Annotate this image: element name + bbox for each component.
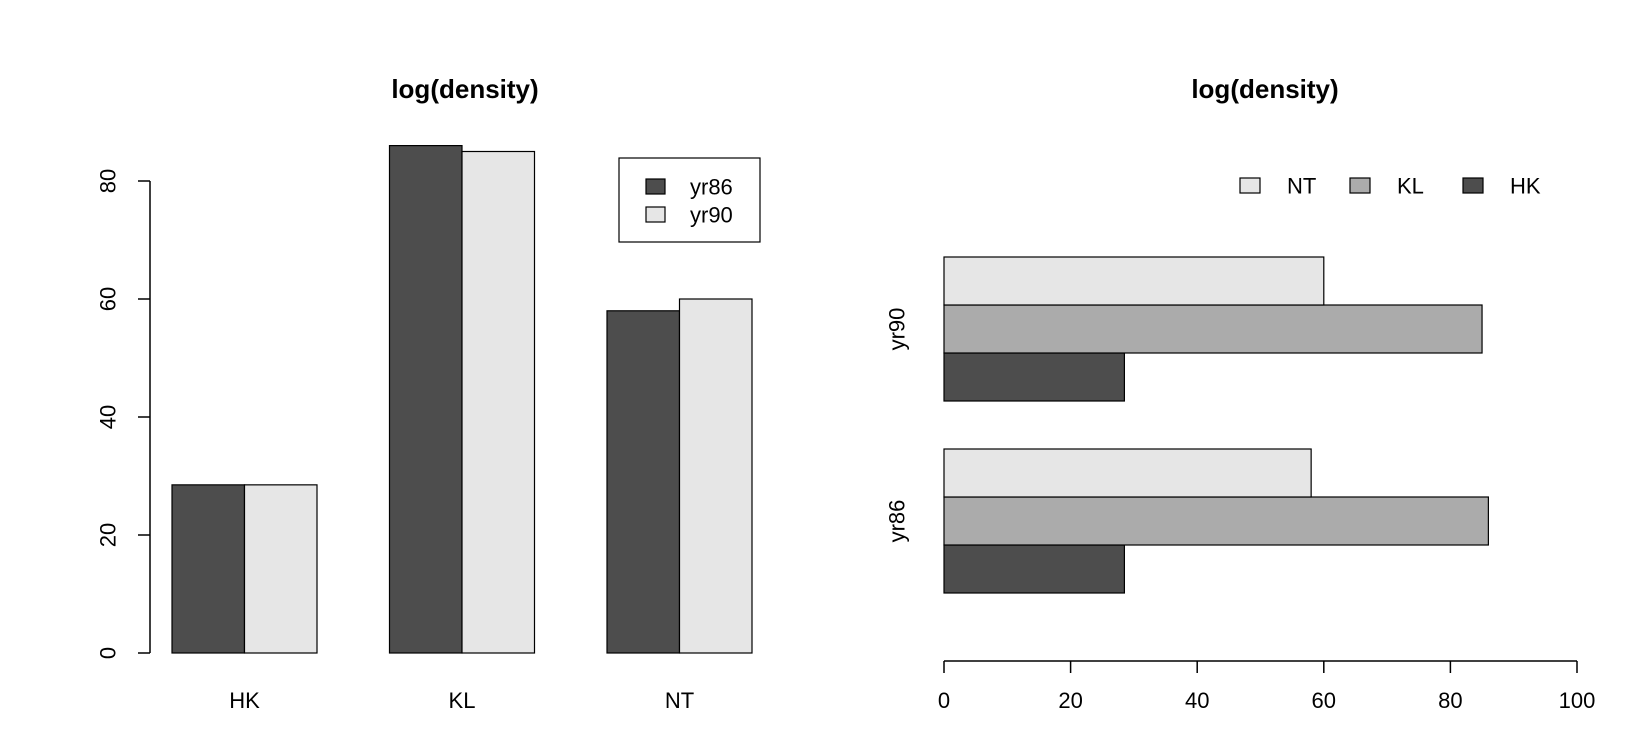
right-legend-swatch-NT bbox=[1239, 177, 1261, 194]
left-bar-KL-yr90 bbox=[461, 150, 536, 654]
right-legend: NT KL HK bbox=[1239, 174, 1541, 199]
left-y-axis: 0 20 40 60 80 bbox=[96, 169, 151, 659]
right-bar-yr86-HK bbox=[943, 544, 1126, 594]
left-y-tick-label: 40 bbox=[96, 405, 121, 429]
left-y-tick-label: 0 bbox=[96, 647, 121, 659]
left-legend-label-yr90: yr90 bbox=[690, 203, 733, 228]
left-legend-label-yr86: yr86 bbox=[690, 175, 733, 200]
right-y-category-label: yr86 bbox=[885, 500, 910, 543]
right-legend-swatch-KL bbox=[1349, 177, 1371, 194]
left-bar-NT-yr86 bbox=[606, 310, 681, 654]
right-chart-title: log(density) bbox=[1191, 74, 1338, 104]
left-x-category-label: HK bbox=[229, 688, 260, 713]
right-bar-yr90-NT bbox=[943, 256, 1325, 306]
right-bar-yr90-HK bbox=[943, 352, 1126, 402]
left-x-category-labels: HK KL NT bbox=[229, 688, 694, 713]
right-x-tick-label: 60 bbox=[1312, 688, 1336, 713]
left-y-tick-label: 80 bbox=[96, 169, 121, 193]
left-bar-KL-yr86 bbox=[388, 145, 463, 654]
right-y-category-labels: yr86 yr90 bbox=[885, 308, 910, 543]
right-legend-label-KL: KL bbox=[1397, 174, 1424, 199]
right-legend-label-NT: NT bbox=[1287, 174, 1316, 199]
right-legend-label-HK: HK bbox=[1510, 174, 1541, 199]
left-y-tick-label: 20 bbox=[96, 523, 121, 547]
right-y-category-label: yr90 bbox=[885, 308, 910, 351]
left-bar-HK-yr90 bbox=[243, 484, 318, 654]
left-x-category-label: NT bbox=[665, 688, 694, 713]
right-x-tick-label: 40 bbox=[1185, 688, 1209, 713]
right-bar-yr90-KL bbox=[943, 304, 1483, 354]
left-x-category-label: KL bbox=[449, 688, 476, 713]
right-x-tick-label: 100 bbox=[1559, 688, 1596, 713]
left-legend-box bbox=[618, 157, 761, 243]
right-legend-swatch-HK bbox=[1462, 177, 1484, 194]
right-bar-yr86-NT bbox=[943, 448, 1312, 498]
right-bar-yr86-KL bbox=[943, 496, 1489, 546]
left-bar-NT-yr90 bbox=[678, 298, 753, 654]
left-legend-swatch-yr90 bbox=[645, 206, 666, 223]
right-bar-chart: log(density) 0 20 40 60 80 100 yr86 yr90 NT KL H… bbox=[885, 74, 1596, 713]
right-x-tick-label: 80 bbox=[1438, 688, 1462, 713]
right-x-tick-label: 0 bbox=[938, 688, 950, 713]
right-bars bbox=[943, 256, 1489, 594]
left-bar-HK-yr86 bbox=[171, 484, 246, 654]
left-bars bbox=[171, 145, 753, 654]
left-bar-chart: log(density) 0 20 40 60 80 HK KL NT yr86 yr90 bbox=[96, 74, 761, 713]
right-x-axis: 0 20 40 60 80 100 bbox=[938, 660, 1596, 713]
left-legend: yr86 yr90 bbox=[618, 157, 761, 243]
left-y-tick-label: 60 bbox=[96, 287, 121, 311]
left-legend-swatch-yr86 bbox=[645, 178, 666, 195]
right-x-tick-label: 20 bbox=[1058, 688, 1082, 713]
left-chart-title: log(density) bbox=[391, 74, 538, 104]
